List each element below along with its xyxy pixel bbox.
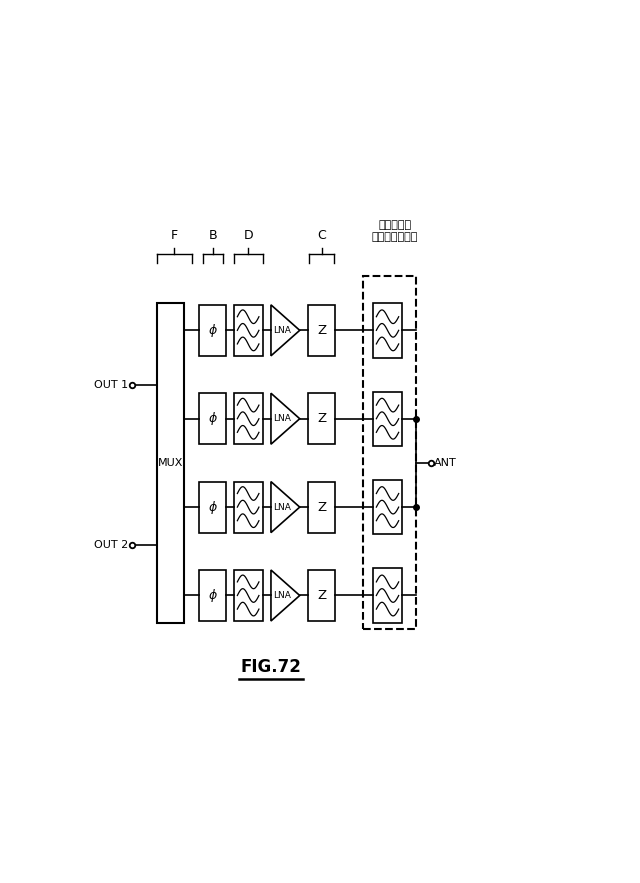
Text: $\phi$: $\phi$ — [208, 411, 218, 427]
Text: OUT 1: OUT 1 — [95, 380, 129, 389]
Text: Z: Z — [317, 501, 326, 514]
Polygon shape — [271, 393, 300, 444]
Text: C: C — [317, 229, 326, 242]
Bar — [199, 305, 227, 356]
Text: OUT 2: OUT 2 — [94, 540, 129, 549]
Polygon shape — [271, 305, 300, 356]
Text: D: D — [244, 229, 253, 242]
Bar — [234, 305, 262, 356]
Bar — [234, 481, 262, 532]
Text: Z: Z — [317, 589, 326, 602]
Bar — [157, 303, 184, 623]
Text: LNA: LNA — [273, 591, 291, 600]
Bar — [363, 275, 416, 630]
Text: LNA: LNA — [273, 502, 291, 511]
Polygon shape — [271, 481, 300, 532]
Text: $\phi$: $\phi$ — [208, 499, 218, 516]
Bar — [372, 569, 403, 623]
Text: $\phi$: $\phi$ — [208, 587, 218, 604]
Text: $\phi$: $\phi$ — [208, 321, 218, 339]
Bar — [308, 393, 335, 444]
Bar — [199, 570, 227, 621]
Text: LNA: LNA — [273, 414, 291, 423]
Text: B: B — [209, 229, 217, 242]
Text: Z: Z — [317, 412, 326, 426]
Bar — [372, 303, 403, 358]
Text: フィルタ／
マルチプレクサ: フィルタ／ マルチプレクサ — [372, 221, 418, 242]
Text: MUX: MUX — [158, 458, 183, 468]
Text: ANT: ANT — [434, 458, 456, 468]
Bar — [199, 393, 227, 444]
Bar — [308, 570, 335, 621]
Bar — [308, 305, 335, 356]
Bar — [234, 570, 262, 621]
Text: LNA: LNA — [273, 326, 291, 335]
Text: Z: Z — [317, 324, 326, 336]
Bar — [308, 481, 335, 532]
Text: F: F — [171, 229, 178, 242]
Text: FIG.72: FIG.72 — [241, 658, 301, 675]
Polygon shape — [271, 570, 300, 621]
Bar — [199, 481, 227, 532]
Bar — [234, 393, 262, 444]
Bar — [372, 391, 403, 446]
Bar — [372, 480, 403, 534]
